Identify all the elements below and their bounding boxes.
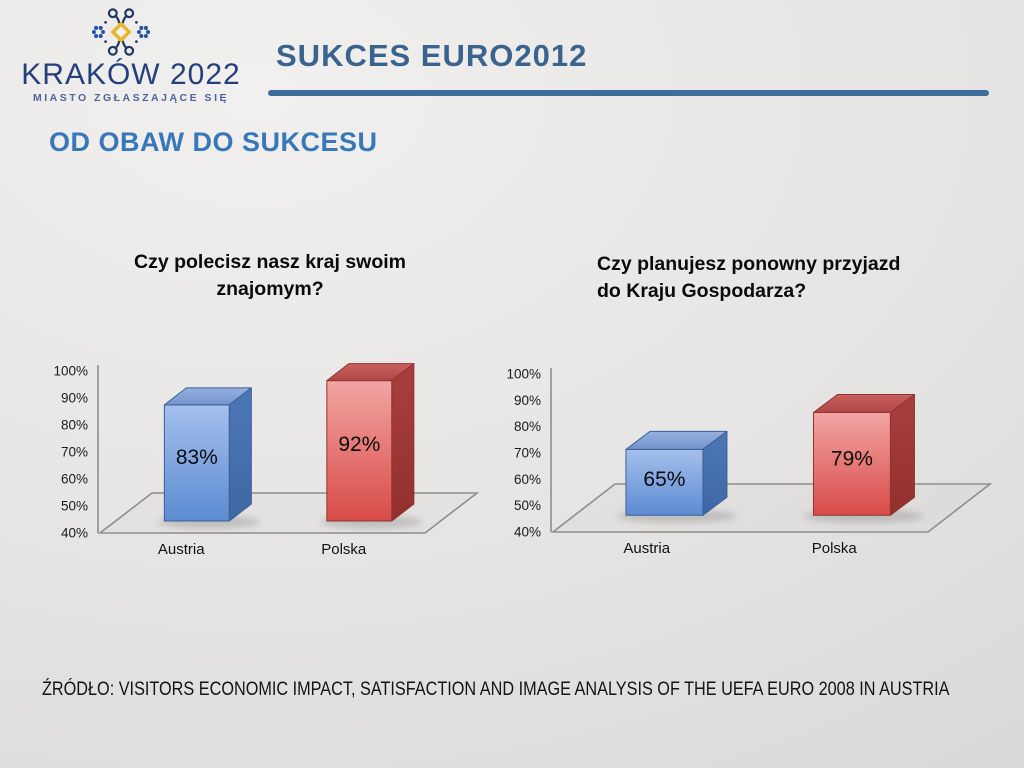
value-label: 92% bbox=[338, 433, 380, 456]
category-label: Austria bbox=[623, 540, 670, 557]
y-tick-label: 60% bbox=[61, 472, 88, 487]
y-tick-label: 80% bbox=[514, 419, 541, 434]
category-label: Polska bbox=[321, 541, 367, 558]
bar-polska: 92% bbox=[320, 363, 423, 529]
source-note: ŹRÓDŁO: VISITORS ECONOMIC IMPACT, SATISF… bbox=[42, 679, 950, 700]
chart-floor bbox=[550, 483, 993, 533]
y-tick-label: 70% bbox=[61, 445, 88, 460]
value-label: 83% bbox=[176, 446, 218, 469]
left-chart-title-line1: Czy polecisz nasz kraj swoim bbox=[133, 251, 407, 273]
left-chart: 40% 50% 60% 70% 80% 90% 100% 83% Austria 92% Polsk… bbox=[53, 363, 480, 558]
bar-side-face bbox=[391, 363, 415, 522]
right-chart-title: Czy planujesz ponowny przyjazd do Kraju … bbox=[597, 251, 967, 305]
y-tick-label: 40% bbox=[514, 525, 541, 540]
y-tick-label: 60% bbox=[514, 472, 541, 487]
y-tick-label: 50% bbox=[514, 498, 541, 513]
y-tick-label: 40% bbox=[61, 526, 88, 541]
value-label: 65% bbox=[643, 468, 685, 491]
chart-floor bbox=[97, 492, 480, 534]
right-chart-title-line2: do Kraju Gospodarza? bbox=[597, 280, 807, 302]
category-label: Austria bbox=[158, 541, 205, 558]
bar-side-face bbox=[228, 387, 252, 522]
bar-front-face bbox=[163, 404, 230, 522]
right-chart-title-line1: Czy planujesz ponowny przyjazd bbox=[597, 253, 901, 275]
y-tick-label: 70% bbox=[514, 446, 541, 461]
title-underline bbox=[268, 90, 989, 96]
y-tick-label: 90% bbox=[61, 391, 88, 406]
bar-side-face bbox=[889, 394, 915, 516]
bar-austria: 65% bbox=[616, 430, 737, 523]
category-label: Polska bbox=[812, 540, 858, 557]
bar-side-face bbox=[702, 430, 728, 516]
krakow-emblem-icon bbox=[92, 8, 150, 56]
logo-subtitle: MIASTO ZGŁASZAJĄCE SIĘ bbox=[33, 92, 229, 104]
left-chart-title: Czy polecisz nasz kraj swoim znajomym? bbox=[85, 249, 455, 303]
slide-title: SUKCES EURO2012 bbox=[276, 38, 588, 73]
bar-polska: 79% bbox=[803, 394, 925, 523]
right-chart: 40% 50% 60% 70% 80% 90% 100% 65% Austria 79% Polsk… bbox=[506, 367, 993, 557]
section-heading: OD OBAW DO SUKCESU bbox=[49, 127, 378, 157]
value-label: 79% bbox=[831, 448, 873, 471]
logo-title: KRAKÓW 2022 bbox=[21, 58, 241, 91]
y-tick-label: 80% bbox=[61, 418, 88, 433]
left-chart-title-line2: znajomym? bbox=[216, 278, 324, 300]
y-tick-label: 100% bbox=[53, 364, 88, 379]
y-tick-label: 50% bbox=[61, 499, 88, 514]
y-tick-label: 100% bbox=[506, 367, 541, 382]
bar-front-face bbox=[812, 412, 891, 516]
y-tick-label: 90% bbox=[514, 393, 541, 408]
bar-austria: 83% bbox=[158, 387, 260, 529]
bar-front-face bbox=[625, 448, 704, 516]
